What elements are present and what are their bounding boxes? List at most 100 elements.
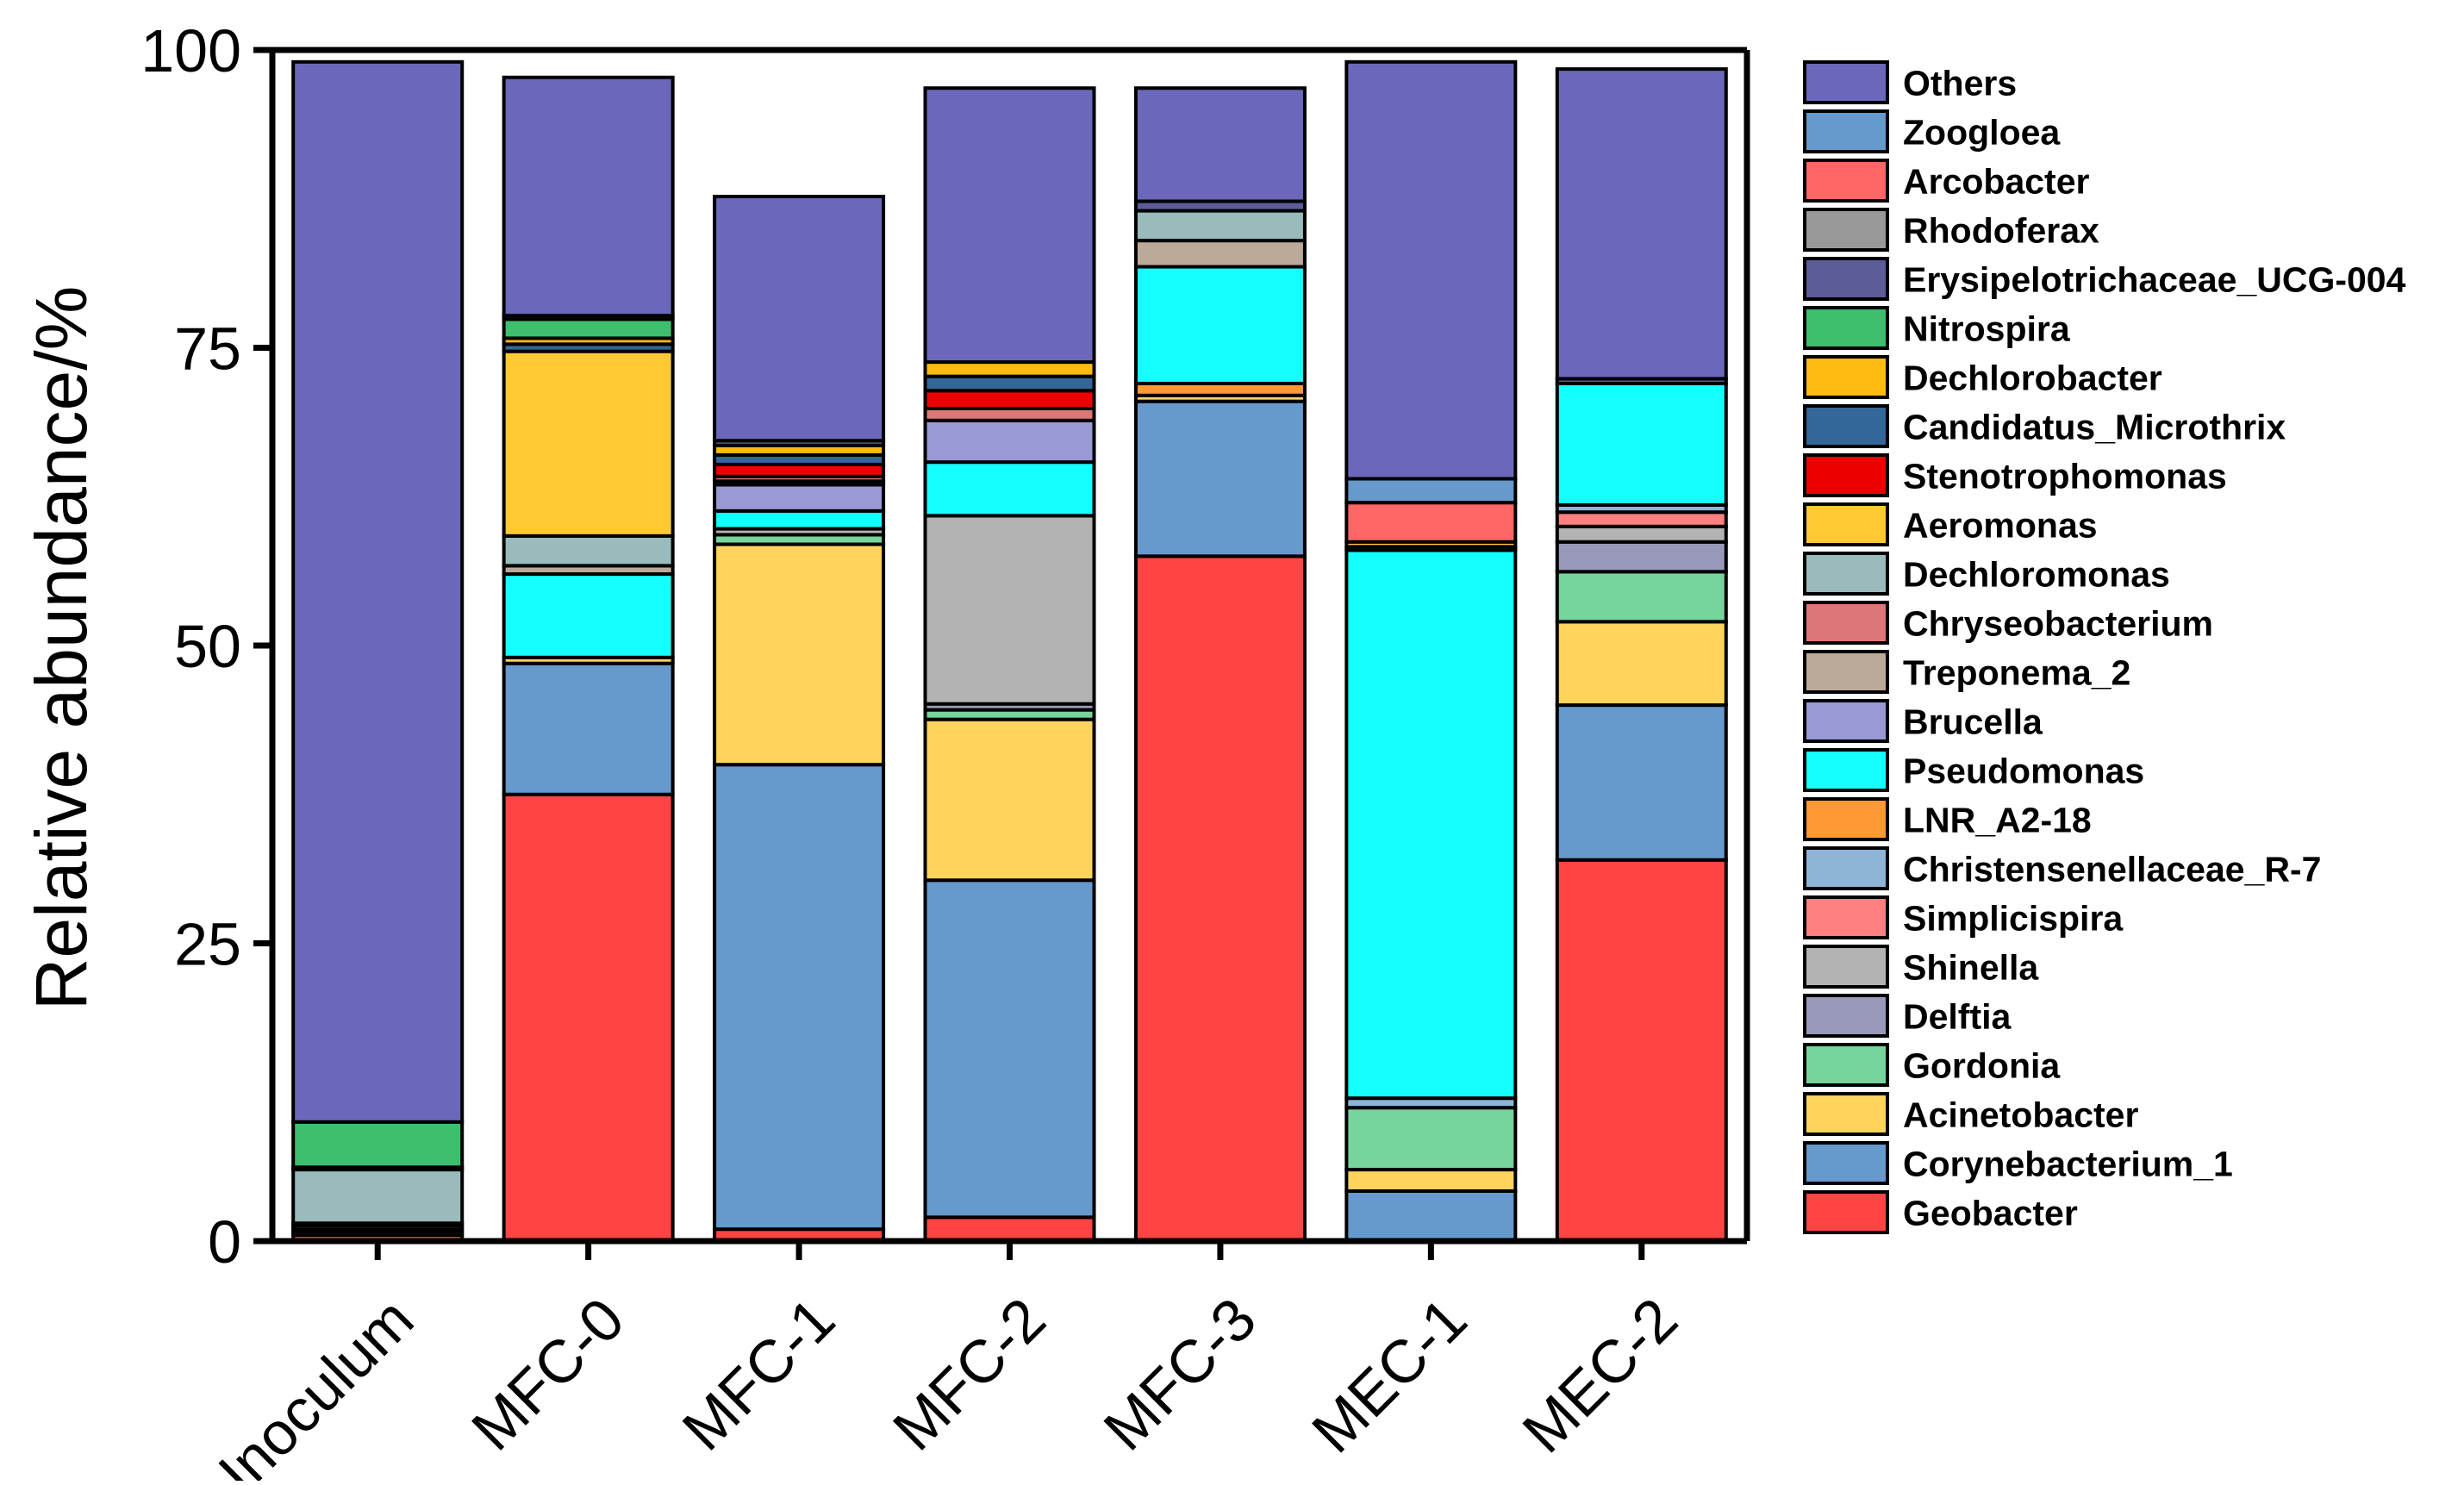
legend-item-zoogloea: Zoogloea [1803, 109, 2061, 153]
legend-item-corynebacterium-1: Corynebacterium_1 [1803, 1141, 2233, 1185]
y-tick-label-100: 100 [140, 17, 241, 84]
legend-swatch-geobacter [1803, 1190, 1889, 1234]
legend-item-gordonia: Gordonia [1803, 1043, 2061, 1087]
legend-swatch-aeromonas [1803, 502, 1889, 546]
bar-segment-mec-2-others [1555, 67, 1728, 381]
bar-stack-mfc-0 [502, 75, 675, 1243]
legend-item-arcobacter: Arcobacter [1803, 159, 2090, 203]
bar-stack-mec-1 [1344, 59, 1518, 1244]
legend-label-others: Others [1903, 64, 2017, 103]
legend-item-christensenellaceae-r-7: Christensenellaceae_R-7 [1803, 846, 2321, 890]
legend-item-nitrospira: Nitrospira [1803, 306, 2071, 350]
bar-segment-mfc-2-brucella [923, 418, 1096, 465]
bar-segment-mfc-3-lnr-a2-18 [1133, 381, 1307, 397]
legend-label-simplicispira: Simplicispira [1903, 899, 2124, 939]
bar-segment-mfc-3-treponema-2 [1133, 239, 1307, 269]
legend-swatch-acinetobacter [1803, 1092, 1889, 1136]
y-tick-label-75: 75 [174, 315, 241, 383]
legend-item-candidatus-microthrix: Candidatus_Microthrix [1803, 404, 2286, 448]
bar-stack-mec-2 [1555, 67, 1728, 1243]
legend-swatch-delftia [1803, 994, 1889, 1038]
bar-segment-mec-1-zoogloea [1344, 477, 1518, 505]
legend-swatch-stenotrophomonas [1803, 453, 1889, 497]
bar-segment-mec-2-corynebacterium-1 [1555, 703, 1728, 862]
bar-segment-mec-1-arcobacter [1344, 501, 1518, 544]
bar-segment-mec-2-acinetobacter [1555, 620, 1728, 708]
legend-swatch-zoogloea [1803, 109, 1889, 153]
legend-swatch-treponema-2 [1803, 650, 1889, 694]
bar-segment-mfc-0-corynebacterium-1 [502, 661, 675, 796]
x-tick-label-mec-1: MEC-1 [1299, 1285, 1479, 1465]
legend-item-geobacter: Geobacter [1803, 1190, 2078, 1234]
legend-swatch-gordonia [1803, 1043, 1889, 1087]
bar-segment-mfc-2-acinetobacter [923, 717, 1096, 883]
legend-swatch-corynebacterium-1 [1803, 1141, 1889, 1185]
legend-label-delftia: Delftia [1903, 997, 2012, 1037]
x-tick-label-mec-2: MEC-2 [1510, 1285, 1690, 1465]
legend-item-erysipelotrichaceae-ucg-004: Erysipelotrichaceae_UCG-004 [1803, 257, 2406, 301]
x-tick-label-inoculum: Inoculum [205, 1285, 426, 1481]
x-tick-label-mfc-1: MFC-1 [670, 1285, 847, 1463]
bar-segment-mfc-2-stenotrophomonas [923, 389, 1096, 410]
bar-stack-inoculum [291, 59, 465, 1243]
legend-label-candidatus-microthrix: Candidatus_Microthrix [1903, 408, 2286, 447]
legend-label-chryseobacterium: Chryseobacterium [1903, 604, 2213, 644]
legend-item-stenotrophomonas: Stenotrophomonas [1803, 453, 2227, 497]
bar-segment-mfc-3-pseudomonas [1133, 265, 1307, 385]
bar-segment-mec-2-gordonia [1555, 570, 1728, 624]
legend-label-lnr-a2-18: LNR_A2-18 [1903, 801, 2092, 840]
legend-label-geobacter: Geobacter [1903, 1194, 2078, 1233]
bars-layer [291, 59, 1728, 1244]
legend-item-brucella: Brucella [1803, 699, 2043, 743]
bar-segment-mfc-2-geobacter [923, 1215, 1096, 1243]
bar-segment-mec-2-geobacter [1555, 858, 1728, 1243]
legend-item-dechloromonas: Dechloromonas [1803, 552, 2170, 596]
bar-segment-inoculum-others [291, 59, 465, 1124]
x-tick-label-mfc-0: MFC-0 [459, 1285, 637, 1463]
bar-segment-inoculum-dechloromonas [291, 1168, 465, 1226]
legend-swatch-christensenellaceae-r-7 [1803, 846, 1889, 890]
legend-item-chryseobacterium: Chryseobacterium [1803, 601, 2213, 645]
legend-swatch-shinella [1803, 945, 1889, 989]
bar-segment-mfc-3-others [1133, 86, 1307, 203]
legend-label-dechloromonas: Dechloromonas [1903, 555, 2170, 595]
legend-item-rhodoferax: Rhodoferax [1803, 208, 2099, 252]
legend-label-acinetobacter: Acinetobacter [1903, 1095, 2138, 1135]
x-tick-label-mfc-2: MFC-2 [880, 1285, 1057, 1463]
bar-segment-mfc-1-others [713, 194, 886, 443]
bar-segment-mfc-0-geobacter [502, 792, 675, 1243]
legend-item-delftia: Delftia [1803, 994, 2012, 1038]
bar-segment-mfc-3-geobacter [1133, 554, 1307, 1243]
legend-label-brucella: Brucella [1903, 702, 2043, 742]
legend-label-treponema-2: Treponema_2 [1903, 653, 2130, 693]
legend-item-dechlorobacter: Dechlorobacter [1803, 355, 2162, 399]
bar-segment-mfc-2-chryseobacterium [923, 406, 1096, 422]
bar-stack-mfc-1 [713, 194, 886, 1244]
legend-swatch-simplicispira [1803, 895, 1889, 939]
bar-segment-mfc-0-aeromonas [502, 349, 675, 538]
legend-item-others: Others [1803, 60, 2017, 104]
y-axis-label: Relative abundance/% [21, 286, 102, 1011]
legend-label-pseudomonas: Pseudomonas [1903, 752, 2144, 791]
y-tick-label-50: 50 [174, 613, 241, 680]
bar-segment-mec-1-pseudomonas [1344, 548, 1518, 1101]
legend-item-aeromonas: Aeromonas [1803, 502, 2098, 546]
bar-segment-mfc-2-pseudomonas [923, 460, 1096, 518]
bar-segment-mfc-1-brucella [713, 483, 886, 513]
legend-swatch-others [1803, 60, 1889, 104]
bar-segment-inoculum-nitrospira [291, 1120, 465, 1170]
legend-swatch-dechloromonas [1803, 552, 1889, 596]
bar-stack-mfc-3 [1133, 86, 1307, 1243]
legend-label-arcobacter: Arcobacter [1903, 162, 2090, 202]
legend-label-gordonia: Gordonia [1903, 1046, 2061, 1086]
x-tick-label-mfc-3: MFC-3 [1091, 1285, 1269, 1463]
legend-item-simplicispira: Simplicispira [1803, 895, 2124, 939]
legend-swatch-dechlorobacter [1803, 355, 1889, 399]
legend-item-lnr-a2-18: LNR_A2-18 [1803, 797, 2092, 841]
legend-label-rhodoferax: Rhodoferax [1903, 211, 2099, 251]
bar-segment-mec-2-delftia [1555, 540, 1728, 574]
legend-label-christensenellaceae-r-7: Christensenellaceae_R-7 [1903, 850, 2321, 889]
bar-segment-mec-1-gordonia [1344, 1106, 1518, 1172]
bar-segment-mfc-3-dechloromonas [1133, 209, 1307, 243]
